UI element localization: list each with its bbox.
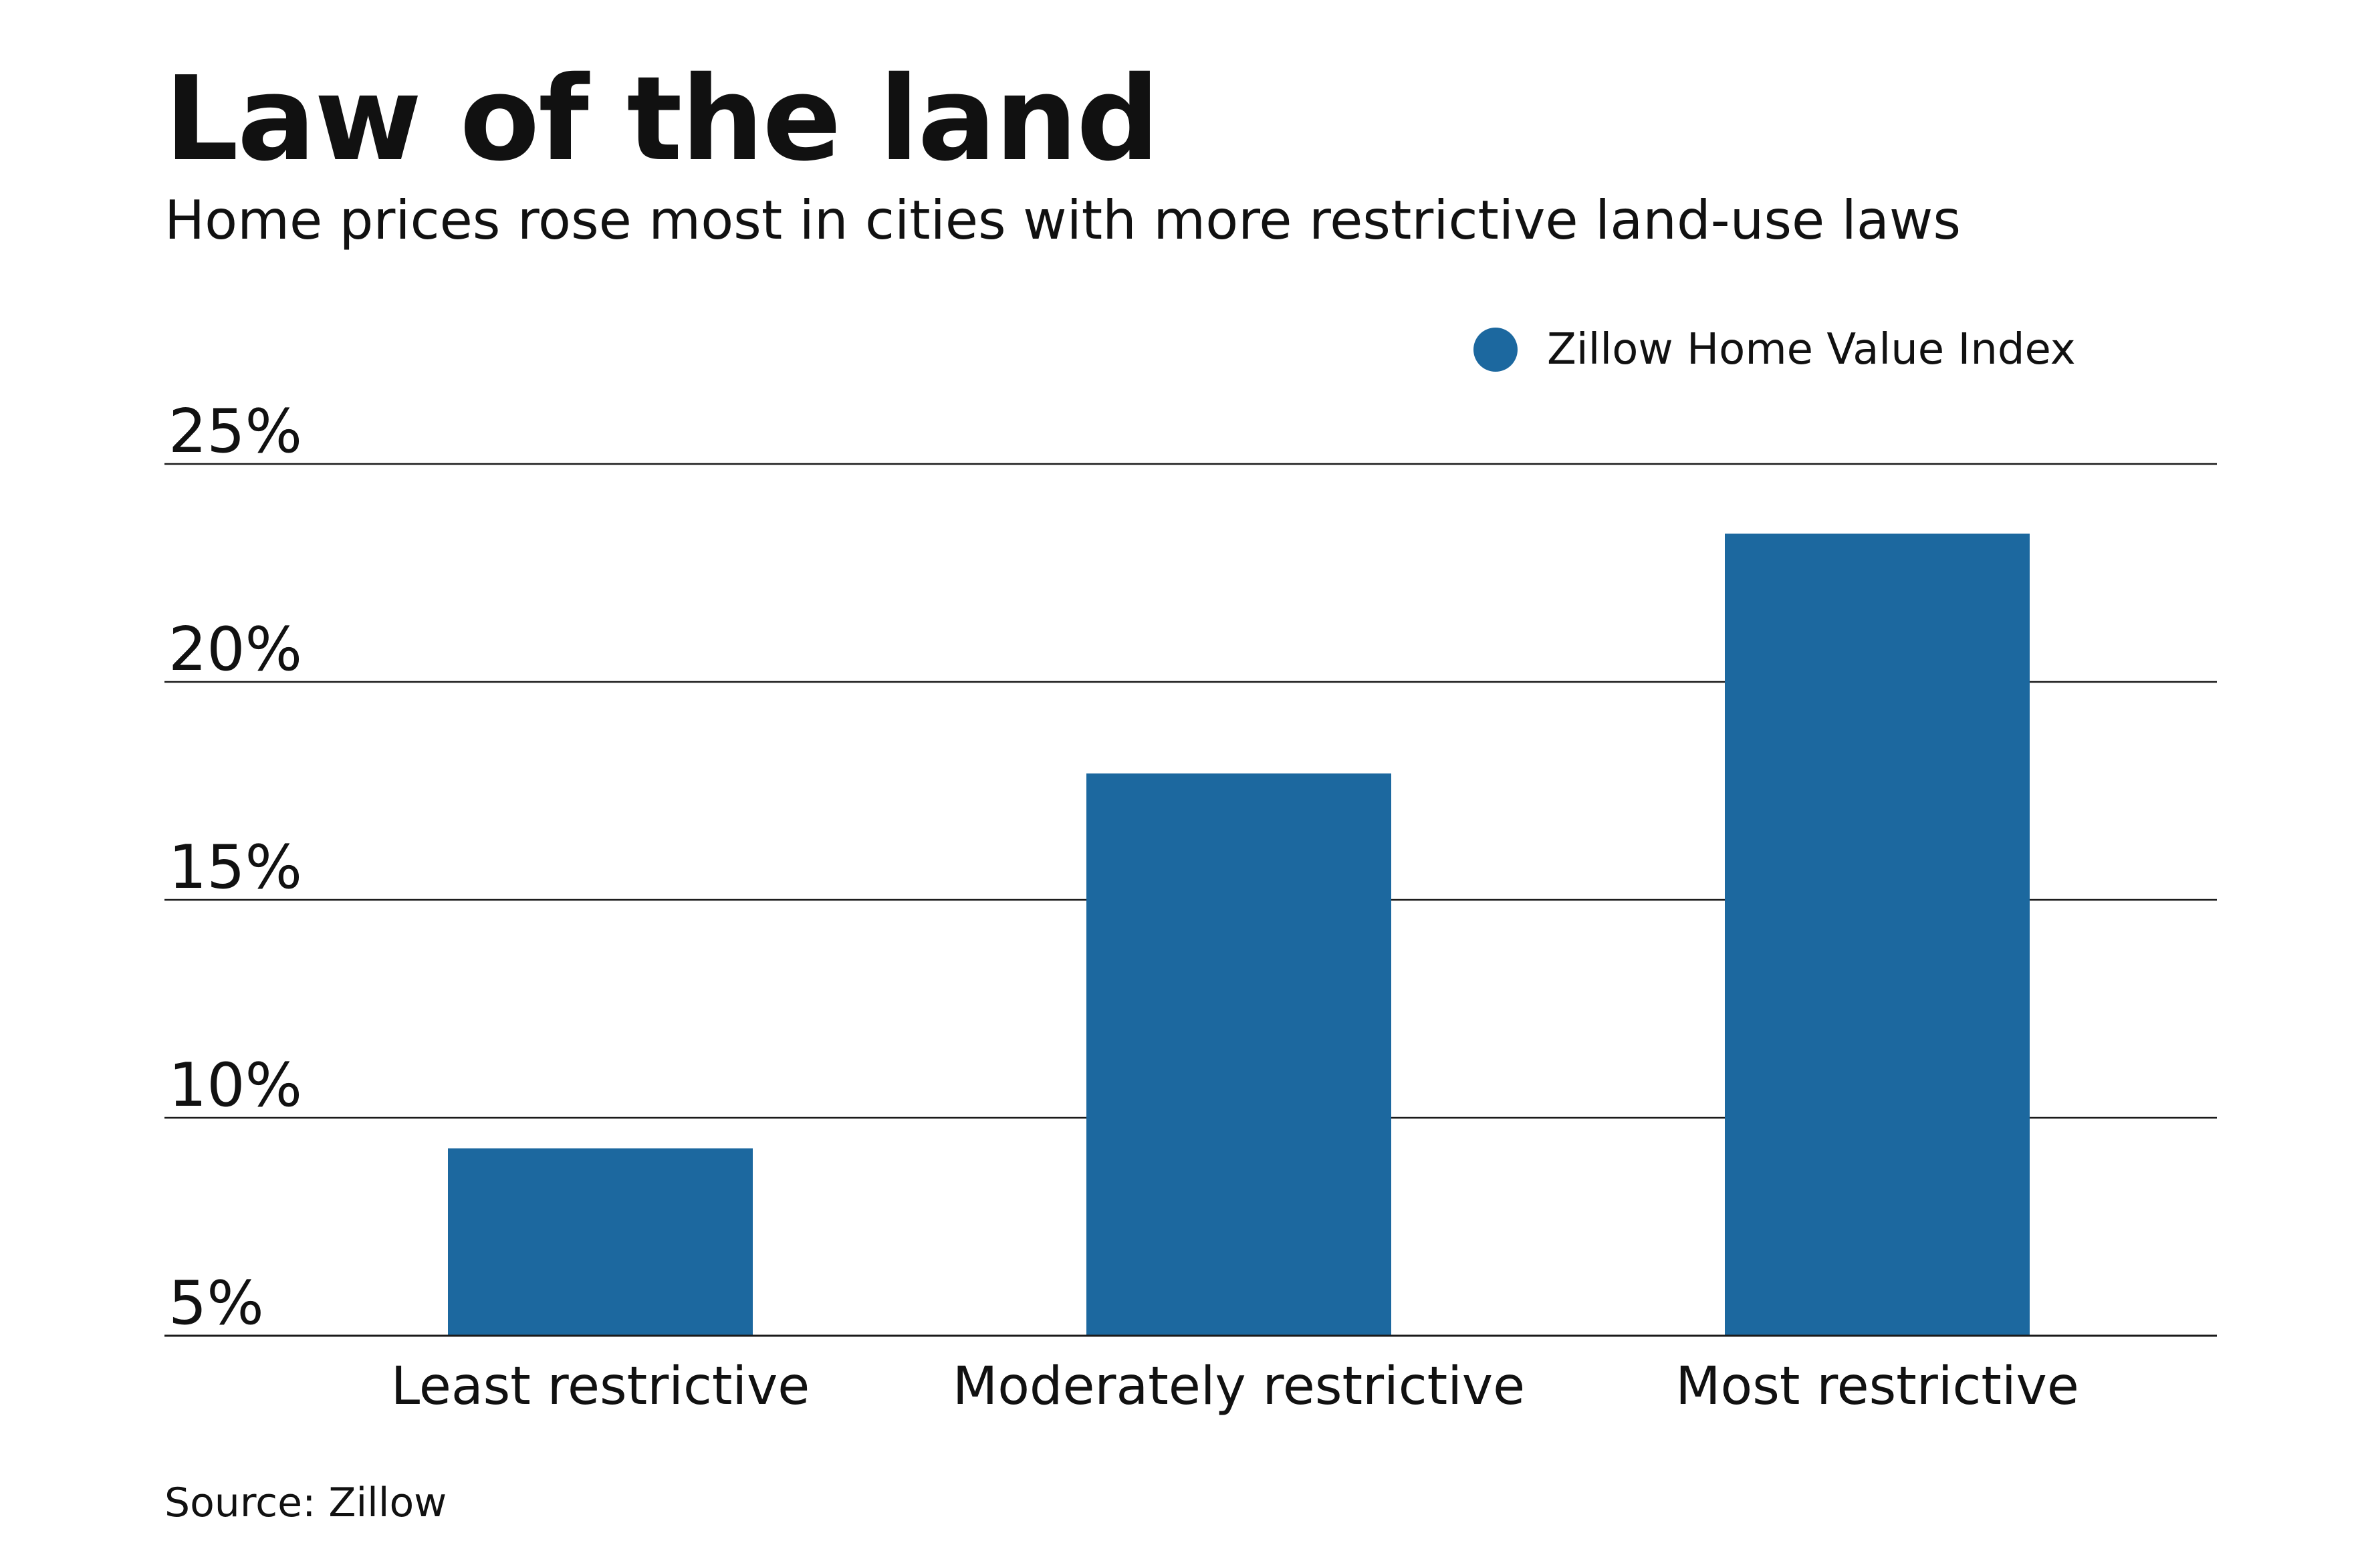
chart-subtitle: Home prices rose most in cities with mor… (164, 189, 1961, 251)
y-tick-label: 15% (168, 832, 302, 903)
y-tick-label: 5% (168, 1268, 264, 1338)
legend-label: Zillow Home Value Index (1547, 325, 2076, 374)
y-tick-label: 10% (168, 1050, 302, 1120)
x-tick-label: Most restrictive (1675, 1356, 2079, 1417)
chart-title: Law of the land (164, 51, 1160, 187)
y-tick-label: 25% (168, 396, 302, 467)
bar (1725, 533, 2030, 1336)
legend-swatch (1473, 328, 1518, 372)
legend: Zillow Home Value Index (1473, 328, 2076, 372)
bars (448, 533, 2030, 1336)
bar (448, 1148, 753, 1336)
bar (1086, 773, 1391, 1336)
x-tick-label: Least restrictive (391, 1356, 810, 1417)
x-tick-label: Moderately restrictive (953, 1356, 1525, 1417)
y-tick-labels: 5% 10% 15% 20% 25% (168, 396, 302, 1338)
x-tick-labels: Least restrictive Moderately restrictive M… (391, 1356, 2079, 1417)
y-tick-label: 20% (168, 614, 302, 685)
source-note: Source: Zillow (164, 1479, 447, 1526)
